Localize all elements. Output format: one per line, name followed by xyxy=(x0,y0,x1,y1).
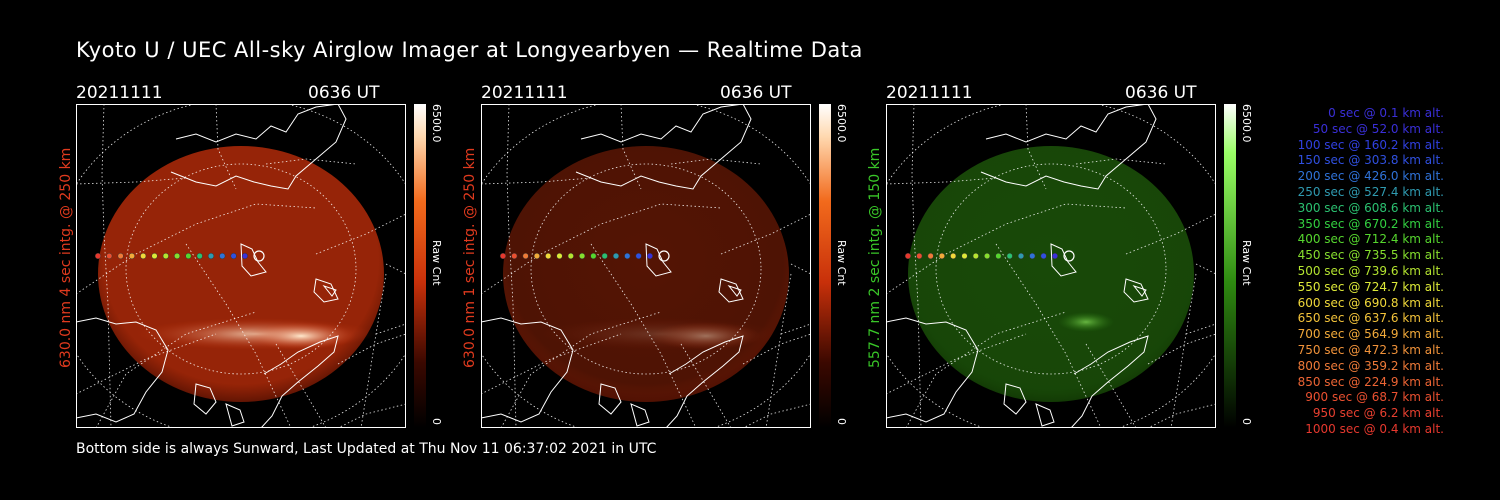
panel-2-scale-unit: Raw Cnt xyxy=(835,240,848,286)
panel-1-time: 0636 UT xyxy=(308,83,380,103)
panel-2-scale-min: 0 xyxy=(835,418,848,425)
legend-row: 800 sec @ 359.2 km alt. xyxy=(1297,358,1444,373)
legend-row: 650 sec @ 637.6 km alt. xyxy=(1297,311,1444,326)
legend-row: 550 sec @ 724.7 km alt. xyxy=(1297,279,1444,294)
panel-1-scale-min: 0 xyxy=(430,418,443,425)
legend-row: 950 sec @ 6.2 km alt. xyxy=(1312,406,1444,421)
legend-row: 200 sec @ 426.0 km alt. xyxy=(1297,169,1444,184)
legend-row: 850 sec @ 224.9 km alt. xyxy=(1297,374,1444,389)
panel-2-allsky-image[interactable] xyxy=(481,104,811,428)
panel-1-side-label: 630.0 nm 4 sec intg. @ 250 km xyxy=(58,147,74,368)
panel-1-colorbar xyxy=(414,104,426,428)
panel-3-side-label: 557.7 nm 2 sec intg. @ 150 km xyxy=(867,147,883,368)
legend-row: 50 sec @ 52.0 km alt. xyxy=(1312,121,1444,136)
page-title: Kyoto U / UEC All-sky Airglow Imager at … xyxy=(76,38,863,62)
legend-row: 500 sec @ 739.6 km alt. xyxy=(1297,263,1444,278)
panel-2-time: 0636 UT xyxy=(720,83,792,103)
footer-note: Bottom side is always Sunward, Last Upda… xyxy=(76,441,657,457)
panel-3-scale-min: 0 xyxy=(1240,418,1253,425)
altitude-legend: 0 sec @ 0.1 km alt. 50 sec @ 52.0 km alt.… xyxy=(1262,106,1444,438)
panel-3-date: 20211111 xyxy=(886,83,973,103)
legend-row: 700 sec @ 564.9 km alt. xyxy=(1297,327,1444,342)
panel-3-scale-max: 6500.0 xyxy=(1240,104,1253,143)
panel-3-allsky-image[interactable] xyxy=(886,104,1216,428)
legend-row: 1000 sec @ 0.4 km alt. xyxy=(1305,421,1444,436)
panel-1-scale-unit: Raw Cnt xyxy=(430,240,443,286)
legend-row: 0 sec @ 0.1 km alt. xyxy=(1328,106,1444,120)
legend-row: 900 sec @ 68.7 km alt. xyxy=(1305,390,1444,405)
legend-row: 400 sec @ 712.4 km alt. xyxy=(1297,232,1444,247)
legend-row: 600 sec @ 690.8 km alt. xyxy=(1297,295,1444,310)
legend-row: 350 sec @ 670.2 km alt. xyxy=(1297,216,1444,231)
legend-row: 150 sec @ 303.8 km alt. xyxy=(1297,153,1444,168)
legend-row: 300 sec @ 608.6 km alt. xyxy=(1297,200,1444,215)
panel-1-allsky-image[interactable] xyxy=(76,104,406,428)
legend-row: 450 sec @ 735.5 km alt. xyxy=(1297,248,1444,263)
panel-3-time: 0636 UT xyxy=(1125,83,1197,103)
panel-2-scale-max: 6500.0 xyxy=(835,104,848,143)
panel-2-side-label: 630.0 nm 1 sec intg. @ 250 km xyxy=(462,147,478,368)
legend-row: 250 sec @ 527.4 km alt. xyxy=(1297,184,1444,199)
panel-3-colorbar xyxy=(1224,104,1236,428)
legend-row: 750 sec @ 472.3 km alt. xyxy=(1297,342,1444,357)
panel-2-colorbar xyxy=(819,104,831,428)
legend-row: 100 sec @ 160.2 km alt. xyxy=(1297,137,1444,152)
panel-3-scale-unit: Raw Cnt xyxy=(1240,240,1253,286)
panel-1-scale-max: 6500.0 xyxy=(430,104,443,143)
panel-1-date: 20211111 xyxy=(76,83,163,103)
panel-2-date: 20211111 xyxy=(481,83,568,103)
